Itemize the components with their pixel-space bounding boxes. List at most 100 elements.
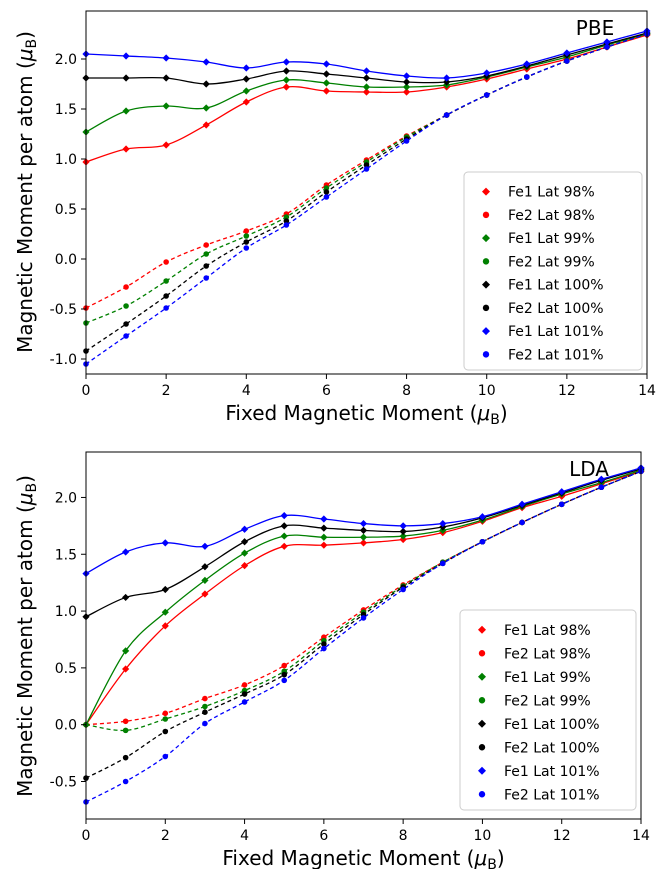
data-point-fe1-marker — [280, 512, 288, 520]
data-point-fe1-marker — [280, 532, 288, 540]
data-point-fe1-marker — [402, 88, 411, 96]
data-point-fe1-marker — [322, 60, 331, 68]
data-point-fe2-marker — [558, 501, 565, 508]
y-tick-label: -1.0 — [50, 352, 77, 368]
legend-marker-circle — [482, 258, 490, 265]
data-point-fe1-marker — [280, 542, 288, 550]
y-tick-label: 2.0 — [55, 490, 77, 506]
data-point-fe1-marker — [362, 74, 371, 82]
data-point-fe1-marker — [162, 141, 170, 149]
plot-frame — [85, 451, 642, 820]
legend-marker-circle — [482, 351, 490, 358]
legend-label: Fe2 Lat 100% — [504, 740, 600, 756]
x-axis-label: Fixed Magnetic Moment (μB) — [222, 846, 504, 869]
data-point-fe1-marker — [201, 542, 209, 550]
data-point-fe2-marker — [241, 699, 248, 705]
data-point-fe2-marker — [163, 293, 169, 299]
legend-label: Fe1 Lat 101% — [508, 324, 604, 340]
data-point-fe2-marker — [122, 778, 129, 785]
data-point-fe2-marker — [281, 677, 288, 684]
data-point-fe2-marker — [123, 284, 129, 290]
x-tick-label: 2 — [161, 828, 170, 844]
data-point-fe1-marker — [122, 647, 130, 655]
data-point-fe1-marker — [443, 74, 451, 82]
series-line-7 — [86, 33, 647, 365]
data-point-fe1-marker — [242, 64, 250, 72]
data-point-fe1-marker — [320, 515, 328, 523]
data-point-fe2-marker — [360, 615, 367, 621]
data-point-fe1-marker — [240, 525, 249, 533]
panel-lda: 0 2 4 6 8 10 12 14 -0.5 0.0 0.5 1.0 1.5 2.0 Fixed Magn… — [13, 451, 650, 869]
data-point-fe1-marker — [563, 49, 571, 57]
legend-marker-circle — [482, 304, 490, 312]
data-point-fe1-marker — [322, 70, 331, 78]
legend-label: Fe1 Lat 99% — [504, 670, 591, 686]
x-tick-label: 8 — [399, 828, 408, 844]
y-tick-label: 0.0 — [55, 718, 77, 734]
legend-marker-diamond — [482, 327, 490, 336]
data-point-fe2-marker — [323, 189, 330, 195]
data-point-fe2-marker — [203, 242, 210, 248]
legend: Fe1 Lat 98% Fe2 Lat 98% Fe1 Lat 99% Fe2 Lat… — [459, 609, 637, 811]
y-axis-label: Magnetic Moment per atom (μB) — [13, 31, 40, 353]
legend-marker-circle — [478, 744, 486, 751]
y-tick-label: -0.5 — [50, 775, 77, 791]
data-point-fe2-marker — [202, 703, 208, 710]
data-point-fe2-marker — [162, 728, 169, 735]
legend-label: Fe2 Lat 99% — [508, 254, 595, 270]
data-point-fe2-marker — [163, 259, 169, 265]
data-point-fe2-marker — [202, 709, 208, 715]
data-point-fe2-marker — [564, 58, 570, 64]
data-point-fe1-marker — [161, 608, 169, 616]
legend-label: Fe1 Lat 99% — [508, 231, 595, 247]
data-point-fe1-marker — [202, 58, 210, 66]
data-point-fe1-marker — [362, 83, 371, 91]
x-axis-label: Fixed Magnetic Moment (μB) — [225, 401, 507, 428]
x-tick-label: 4 — [242, 383, 251, 399]
data-point-fe1-marker — [362, 88, 371, 96]
y-tick-label: 1.0 — [55, 604, 77, 620]
data-point-fe1-marker — [402, 83, 411, 91]
legend-marker-diamond — [478, 766, 486, 775]
data-point-fe1-marker — [242, 87, 250, 95]
y-tick-label: 1.5 — [55, 102, 77, 118]
data-point-fe1-marker — [320, 524, 328, 532]
legend-label: Fe1 Lat 98% — [504, 623, 591, 639]
data-point-fe1-marker — [202, 80, 210, 88]
legend-label: Fe2 Lat 101% — [504, 787, 600, 803]
legend-marker-circle — [482, 211, 490, 219]
data-point-fe2-marker — [323, 194, 330, 200]
data-point-fe2-marker — [162, 710, 169, 717]
data-point-fe1-marker — [402, 78, 411, 86]
data-point-fe1-marker — [359, 539, 368, 547]
data-point-fe1-marker — [122, 665, 130, 673]
data-point-fe1-marker — [161, 622, 169, 630]
data-point-fe1-marker — [122, 593, 130, 602]
data-point-fe1-marker — [201, 563, 209, 571]
legend-box — [463, 171, 643, 371]
data-point-fe1-marker — [122, 548, 130, 556]
data-point-fe1-marker — [162, 54, 170, 62]
y-tick-label: 0.5 — [55, 202, 77, 218]
data-point-fe1-marker — [399, 527, 407, 536]
legend-label: Fe2 Lat 100% — [508, 301, 604, 317]
data-point-fe1-marker — [558, 488, 566, 496]
x-tick-label: 12 — [558, 383, 576, 399]
series-markers — [82, 27, 651, 367]
x-tick-label: 8 — [402, 383, 411, 399]
data-point-fe1-marker — [322, 79, 331, 87]
panel-pbe: 0 2 4 6 8 10 12 14 -1.0 -0.5 0.0 0.5 1.0 1.5 2.0 Fixed … — [13, 10, 656, 428]
data-point-fe2-marker — [241, 691, 248, 697]
series-line-1 — [86, 470, 641, 726]
data-point-fe2-marker — [203, 275, 210, 281]
data-point-fe1-marker — [202, 121, 210, 129]
data-point-fe1-marker — [359, 526, 368, 534]
data-point-fe1-marker — [122, 52, 130, 60]
data-point-fe2-marker — [281, 671, 288, 678]
legend-label: Fe2 Lat 99% — [504, 693, 591, 709]
data-point-fe1-marker — [282, 58, 290, 66]
data-point-fe2-marker — [123, 321, 129, 327]
legend-marker-diamond — [478, 719, 486, 728]
data-point-fe1-marker — [320, 533, 328, 541]
